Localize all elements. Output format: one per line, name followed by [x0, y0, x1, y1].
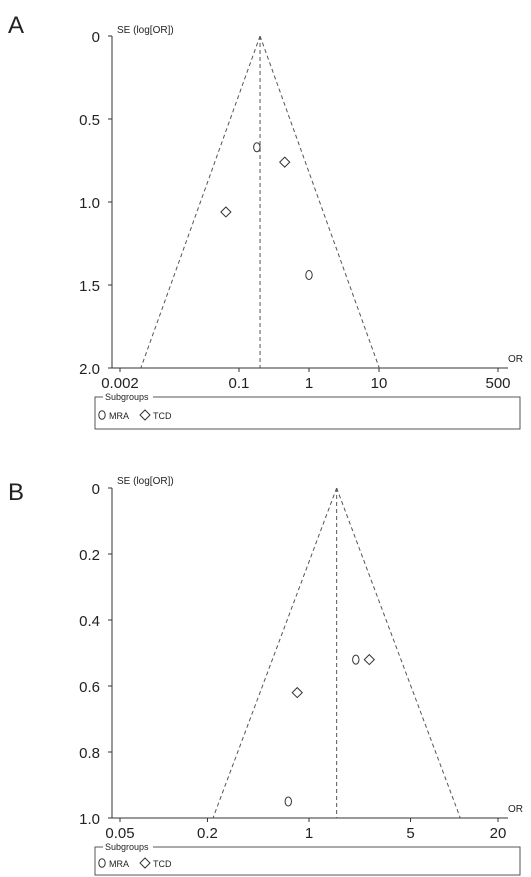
x-tick-label: 1 — [305, 825, 313, 842]
panel-label: A — [8, 12, 24, 39]
y-axis-title: SE (log[OR]) — [117, 476, 174, 487]
x-tick-label: 500 — [485, 375, 510, 392]
x-tick-label: 1 — [305, 375, 313, 392]
y-tick-label: 1.0 — [79, 811, 100, 828]
x-tick-label: 0.2 — [197, 825, 218, 842]
data-point-mra — [284, 796, 292, 807]
legend-entry-tcd: TCD — [153, 411, 172, 421]
data-point-mra — [253, 142, 261, 153]
y-tick-label: 1.5 — [79, 278, 100, 295]
legend-title-bg — [103, 841, 153, 851]
legend-box — [94, 396, 521, 430]
funnel-right-boundary — [259, 35, 380, 369]
y-tick-label: 0.2 — [79, 547, 100, 564]
x-axis-title: OR — [508, 354, 523, 365]
data-point-tcd — [363, 653, 375, 666]
legend-entry-tcd: TCD — [153, 859, 172, 869]
x-tick-label: 0.05 — [105, 825, 134, 842]
x-tick-label: 20 — [490, 825, 507, 842]
x-axis-title: OR — [508, 804, 523, 815]
y-tick-label: 0 — [92, 481, 100, 498]
legend-entry-mra: MRA — [109, 411, 129, 421]
legend-entry-mra: MRA — [109, 859, 129, 869]
x-tick-label: 5 — [406, 825, 414, 842]
legend-diamond-icon — [139, 409, 151, 421]
x-tick-label: 0.1 — [229, 375, 250, 392]
y-tick-label: 0.6 — [79, 679, 100, 696]
y-tick-label: 2.0 — [79, 361, 100, 378]
legend-circle-icon — [98, 410, 106, 420]
x-tick-label: 10 — [371, 375, 388, 392]
funnel-left-boundary — [140, 35, 261, 369]
funnel-right-boundary — [336, 487, 461, 819]
legend-circle-icon — [98, 858, 106, 868]
panel-label: B — [8, 479, 24, 506]
legend-box — [94, 846, 521, 876]
legend-title: Subgroups — [105, 392, 149, 402]
data-point-tcd — [279, 156, 291, 168]
y-tick-label: 0.8 — [79, 745, 100, 762]
y-tick-label: 0 — [92, 29, 100, 46]
legend-title-bg — [103, 391, 153, 401]
data-point-mra — [352, 654, 360, 665]
data-point-tcd — [220, 206, 232, 218]
data-point-mra — [305, 270, 313, 281]
legend-title: Subgroups — [105, 842, 149, 852]
y-axis-title: SE (log[OR]) — [117, 25, 174, 36]
x-tick-label: 0.002 — [101, 375, 139, 392]
y-tick-label: 0.4 — [79, 613, 100, 630]
y-tick-label: 1.0 — [79, 195, 100, 212]
funnel-left-boundary — [212, 487, 338, 819]
y-tick-label: 0.5 — [79, 112, 100, 129]
data-point-tcd — [291, 686, 303, 699]
legend-diamond-icon — [139, 857, 151, 869]
